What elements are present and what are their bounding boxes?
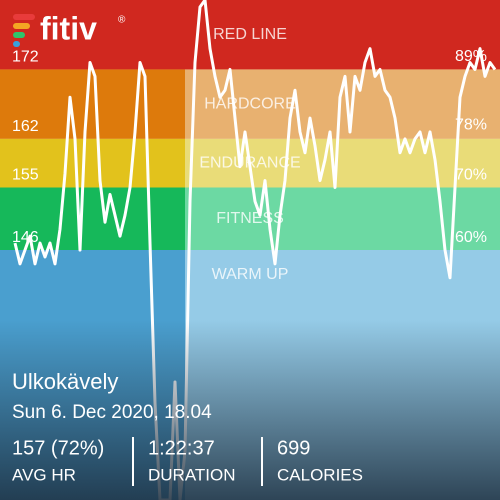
heart-rate-line xyxy=(13,0,497,500)
zone-band xyxy=(0,138,185,188)
logo-mark: ® xyxy=(118,15,126,26)
plot xyxy=(13,0,497,500)
zone-label: FITNESS xyxy=(216,210,284,227)
stat-value: 1:22:37 xyxy=(148,437,215,459)
stat-label: CALORIES xyxy=(277,465,363,484)
logo: fitiv xyxy=(40,10,97,46)
workout-title: Ulkokävely xyxy=(12,369,118,394)
stat-value: 699 xyxy=(277,437,310,459)
stats: 157 (72%) AVG HR 1:22:37 DURATION 699 CALORIE… xyxy=(12,437,363,484)
stat-value: 157 (72%) xyxy=(12,437,104,459)
y-tick-label: 162 xyxy=(12,118,39,135)
zone-label: RED LINE xyxy=(213,26,287,43)
logo-stripe xyxy=(13,14,35,20)
zone-band-light xyxy=(185,187,500,250)
logo-stripe xyxy=(13,41,20,47)
stat-label: DURATION xyxy=(148,465,236,484)
workout-date: Sun 6. Dec 2020, 18.04 xyxy=(12,402,212,423)
logo-icon xyxy=(13,14,35,47)
logo-stripe xyxy=(13,23,30,29)
zone-band xyxy=(0,0,185,70)
stat-label: AVG HR xyxy=(12,465,76,484)
y-tick-label: 172 xyxy=(12,49,39,66)
bottom-shade xyxy=(0,320,500,500)
zone-label: HARDCORE xyxy=(204,95,296,112)
y2-tick-label: 70% xyxy=(455,167,487,184)
zone-band xyxy=(0,69,185,139)
y-tick-label: 155 xyxy=(12,167,39,184)
y2-tick-label: 60% xyxy=(455,229,487,246)
logo-stripe xyxy=(13,32,25,38)
zone-label: WARM UP xyxy=(212,266,289,283)
zone-band-light xyxy=(185,0,500,70)
y2-tick-label: 78% xyxy=(455,117,487,134)
